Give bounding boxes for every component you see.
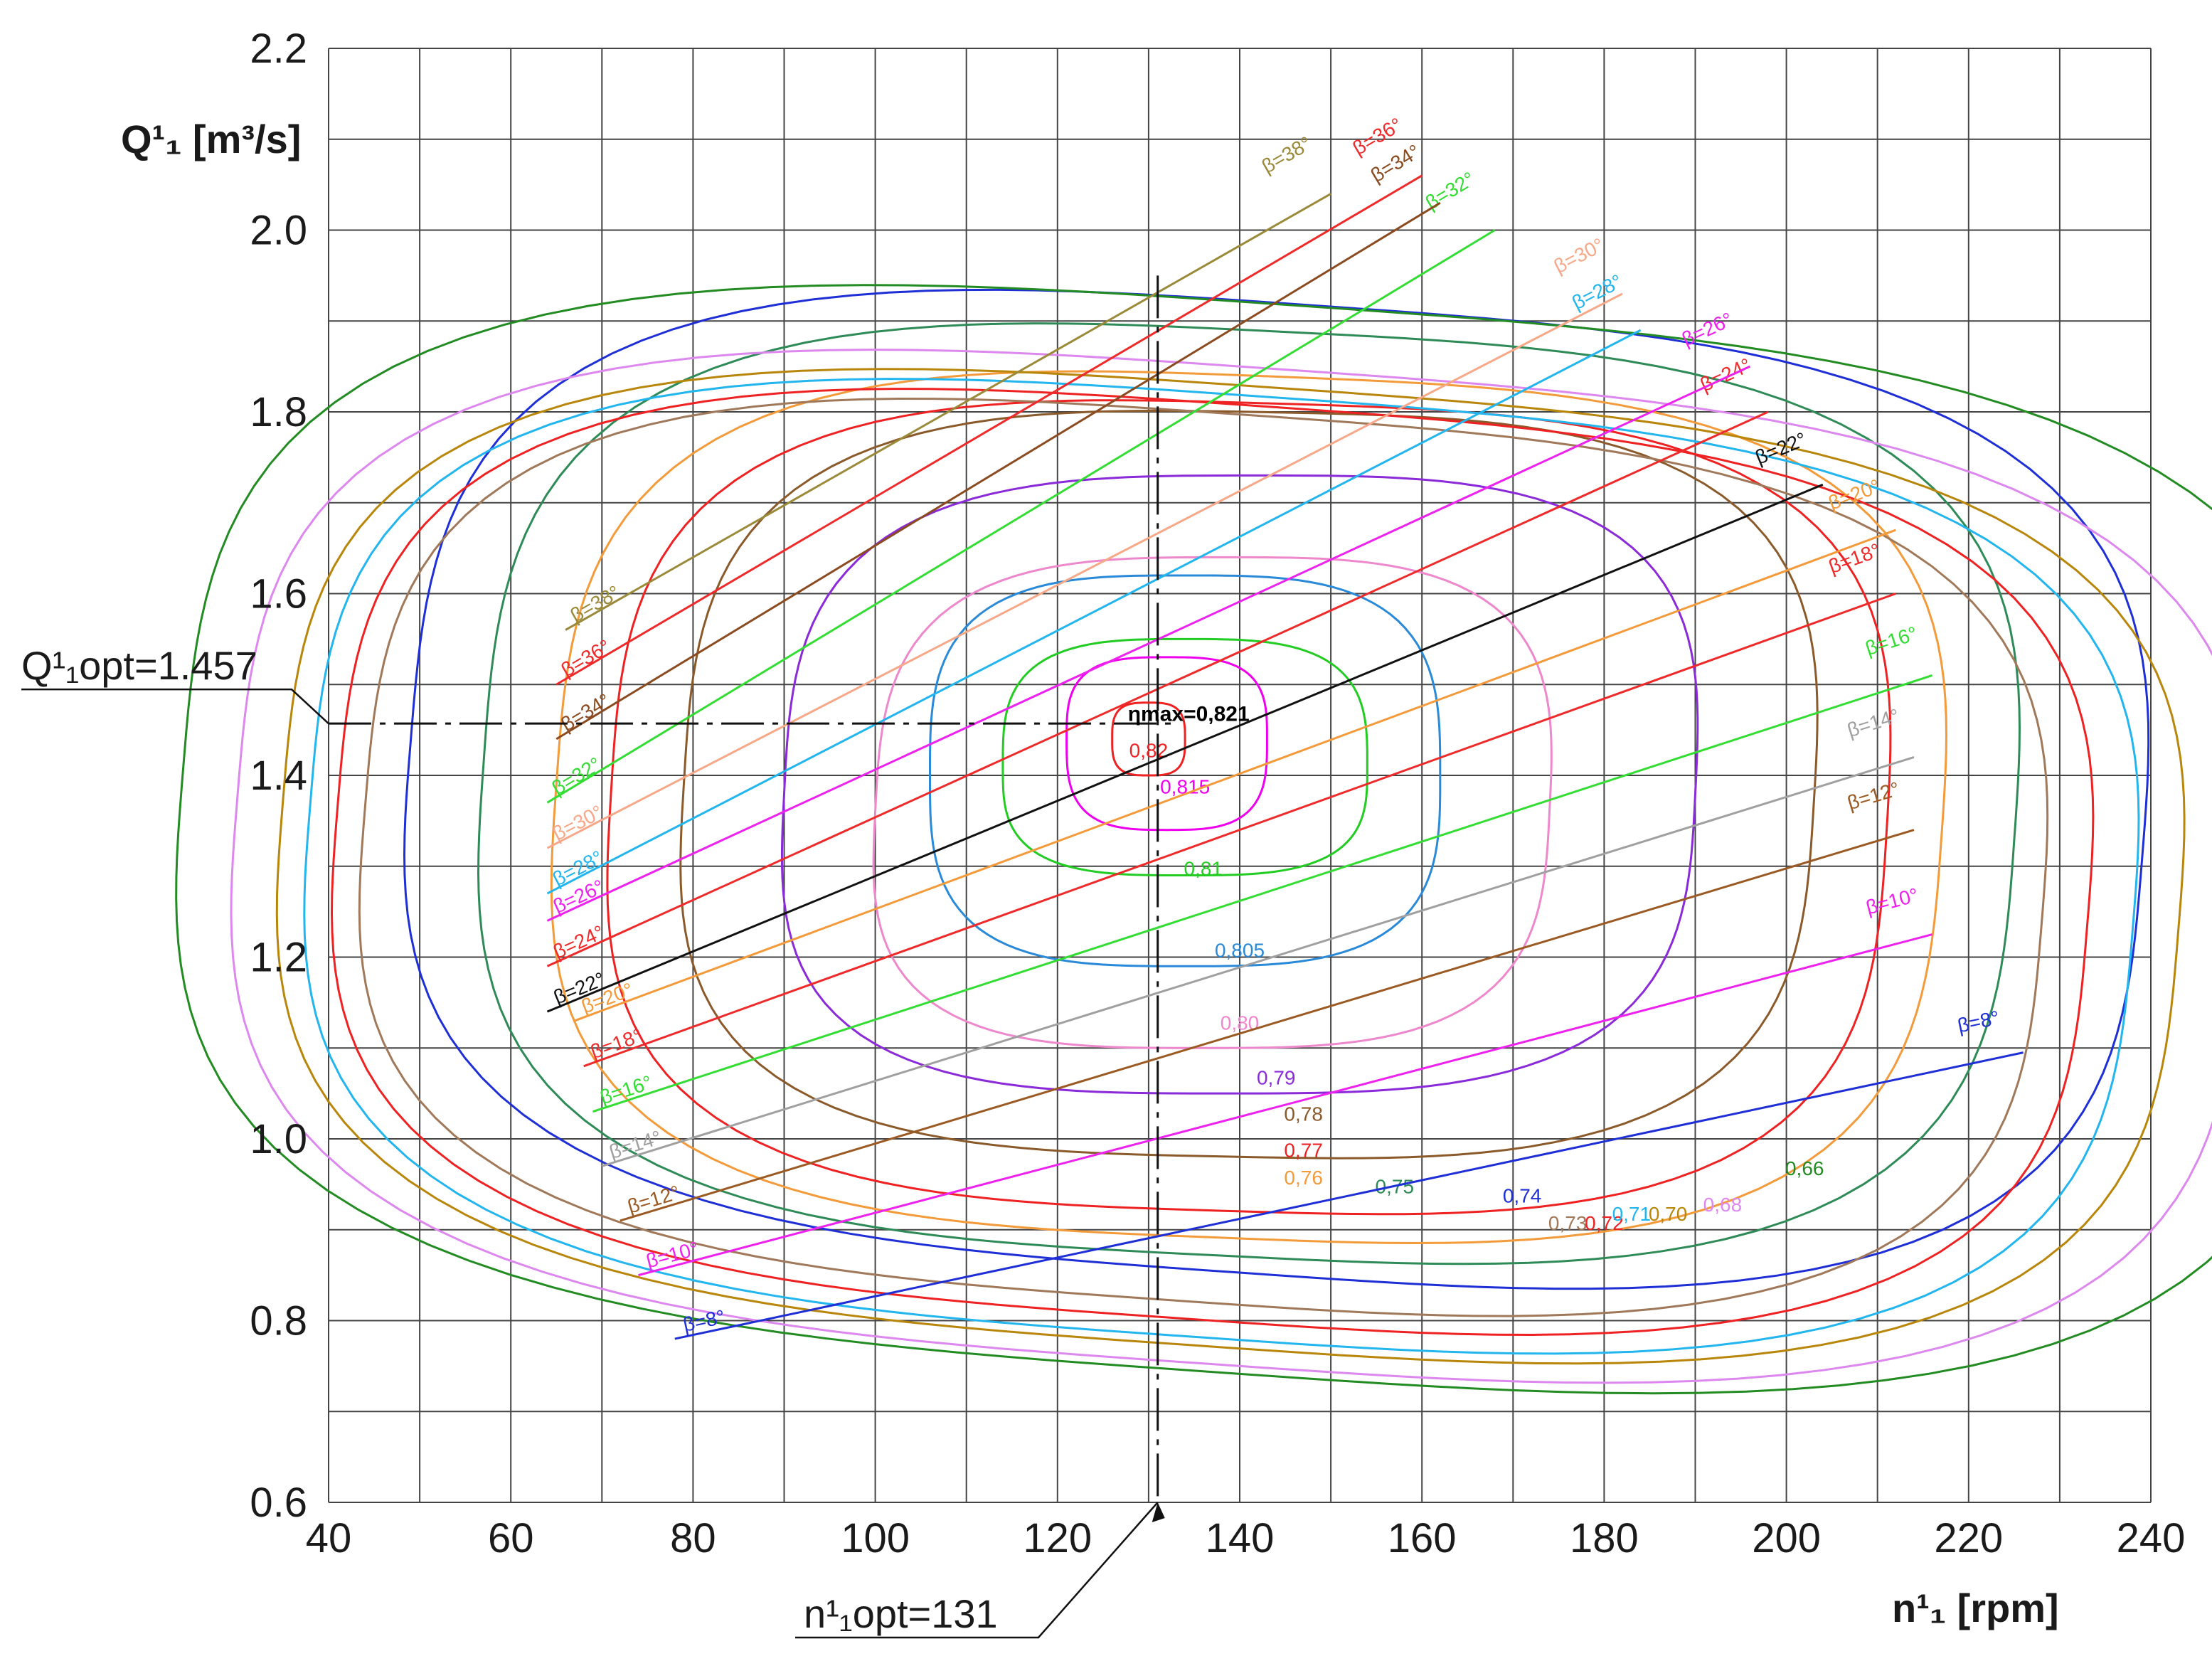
blade-angle-line <box>546 329 1642 895</box>
y-tick-label: 2.2 <box>250 26 307 72</box>
blade-label-start: β=18° <box>587 1024 645 1063</box>
blade-label-end: β=32° <box>1422 167 1479 213</box>
blade-label-end: β=24° <box>1697 354 1755 396</box>
tick-labels: 40 60 80 100 120 140 160 180 200 220 240 0.6 0.8 1.0 1… <box>250 26 2185 1561</box>
x-tick-label: 120 <box>1023 1515 1092 1561</box>
blade-angle-line <box>555 201 1441 741</box>
contour-label: 0,66 <box>1785 1157 1824 1179</box>
grid <box>328 48 2152 1503</box>
blade-label-start: β=34° <box>557 689 614 736</box>
y-tick-label: 0.6 <box>250 1480 307 1526</box>
blade-label-start: β=8° <box>681 1305 727 1336</box>
blade-label-start: β=32° <box>548 753 605 799</box>
x-tick-label: 100 <box>841 1515 910 1561</box>
x-tick-label: 160 <box>1388 1515 1457 1561</box>
blade-label-start: β=38° <box>567 581 624 627</box>
blade-label-start: β=14° <box>607 1126 664 1163</box>
contour-label: 0,70 <box>1649 1203 1688 1225</box>
contour-label: 0,805 <box>1215 940 1265 962</box>
y-tick-label: 2.0 <box>250 208 307 254</box>
x-tick-label: 40 <box>306 1515 352 1561</box>
blade-label-start: β=12° <box>625 1181 683 1217</box>
contour-label: 0,80 <box>1221 1012 1260 1034</box>
blade-angle-line <box>546 229 1496 804</box>
blade-label-end: β=16° <box>1863 622 1920 660</box>
efficiency-contour <box>679 409 1819 1159</box>
blade-label-end: β=22° <box>1752 428 1809 469</box>
efficiency-contour <box>275 368 2186 1365</box>
n-opt-leader <box>795 1502 1159 1639</box>
blade-angle-line <box>638 933 1932 1277</box>
efficiency-contour <box>175 284 2212 1395</box>
blade-angle-line <box>620 829 1915 1222</box>
efficiency-contour <box>330 388 2095 1337</box>
y-tick-label: 1.8 <box>250 389 307 435</box>
x-axis-label: n¹₁ [rpm] <box>1892 1586 2059 1630</box>
annotations: Q¹₁opt=1.457 n¹₁opt=131 ηmax=0,821 <box>21 275 1250 1639</box>
efficiency-contour <box>1065 656 1268 832</box>
blade-label-end: β=30° <box>1551 233 1608 277</box>
blade-angle-line <box>583 593 1896 1068</box>
blade-angle-line <box>601 756 1915 1167</box>
contour-label: 0,74 <box>1503 1184 1542 1206</box>
x-tick-label: 180 <box>1570 1515 1639 1561</box>
contour-label: 0,73 <box>1548 1212 1588 1234</box>
n-opt-arrowhead <box>1152 1502 1165 1522</box>
x-tick-label: 200 <box>1752 1515 1821 1561</box>
efficiency-contour <box>606 399 1892 1216</box>
q-opt-label: Q¹₁opt=1.457 <box>21 643 257 688</box>
blade-label-end: β=8° <box>1955 1007 2001 1037</box>
x-tick-label: 240 <box>2117 1515 2186 1561</box>
n-opt-label: n¹₁opt=131 <box>804 1591 998 1636</box>
efficiency-contour <box>780 474 1699 1095</box>
blade-label-start: β=36° <box>558 635 615 681</box>
blade-angle-line <box>592 674 1933 1113</box>
x-tick-label: 140 <box>1206 1515 1275 1561</box>
eta-max-label: ηmax=0,821 <box>1128 702 1250 726</box>
blade-label-end: β=10° <box>1863 883 1920 918</box>
blade-label-end: β=14° <box>1845 704 1903 741</box>
blade-angle-line <box>574 529 1896 1022</box>
contour-label: 0,78 <box>1284 1103 1323 1125</box>
y-tick-label: 1.4 <box>250 753 307 799</box>
efficiency-contour <box>929 574 1442 967</box>
y-axis-label: Q¹₁ [m³/s] <box>121 117 301 161</box>
efficiency-contour <box>872 556 1553 1049</box>
x-tick-label: 220 <box>1934 1515 2003 1561</box>
contour-label: 0,71 <box>1612 1203 1652 1225</box>
contour-label: 0,72 <box>1585 1212 1624 1234</box>
blade-angle-line <box>674 1051 2024 1340</box>
contour-label: 0,77 <box>1284 1140 1323 1162</box>
y-tick-label: 1.2 <box>250 935 307 981</box>
y-tick-label: 0.8 <box>250 1298 307 1344</box>
contour-label: 0,81 <box>1184 858 1223 880</box>
efficiency-contour <box>303 378 2140 1355</box>
x-tick-label: 80 <box>670 1515 716 1561</box>
blade-angle-line <box>565 193 1331 631</box>
blade-angle-line <box>555 174 1423 686</box>
efficiency-contours: 0,820,8150,810,8050,800,790,780,770,760,… <box>175 284 2212 1395</box>
blade-angle-line <box>546 483 1824 1013</box>
contour-label: 0,68 <box>1703 1194 1743 1216</box>
contour-label: 0,76 <box>1284 1167 1323 1189</box>
blade-label-end: β=12° <box>1845 778 1903 814</box>
y-tick-label: 1.0 <box>250 1116 307 1162</box>
efficiency-contour <box>358 397 2049 1317</box>
efficiency-contour <box>550 370 1948 1245</box>
efficiency-contour <box>1001 637 1368 876</box>
blade-angle-line <box>546 365 1750 922</box>
x-tick-label: 60 <box>488 1515 534 1561</box>
blade-label-start: β=30° <box>549 801 607 845</box>
q-opt-leader <box>21 688 329 725</box>
efficiency-contour <box>477 322 2021 1265</box>
y-tick-label: 1.6 <box>250 571 307 617</box>
efficiency-contour <box>1111 701 1186 777</box>
contour-label: 0,79 <box>1257 1066 1296 1088</box>
efficiency-contour <box>230 349 2212 1384</box>
blade-angle-line <box>546 292 1623 849</box>
efficiency-contour <box>403 288 2150 1290</box>
